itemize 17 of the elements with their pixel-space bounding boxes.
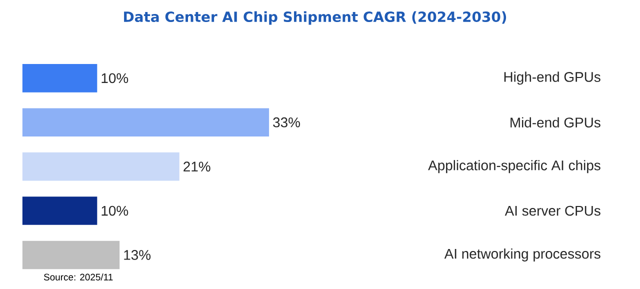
y-tick-label: AI networking processors <box>444 248 600 262</box>
y-tick-label: High-end GPUs <box>504 72 600 85</box>
bar <box>22 64 98 92</box>
text: Data Center AI Chip Shipment CAGR (2024-2030) <box>124 11 506 25</box>
annotation: Source: 2025/11 <box>44 274 113 280</box>
bar <box>22 196 98 225</box>
data-label: 13% <box>124 250 151 260</box>
y-tick-label: Mid-end GPUs <box>510 117 600 128</box>
bar <box>22 240 120 270</box>
y-tick-label: AI server CPUs <box>504 206 600 216</box>
data-label: 33% <box>273 117 300 128</box>
data-label: 21% <box>184 162 210 172</box>
bar <box>22 152 180 181</box>
y-tick-label: Application-specific AI chips <box>428 160 600 174</box>
data-label: 10% <box>102 73 128 84</box>
bar <box>22 108 270 137</box>
data-label: 10% <box>102 206 128 216</box>
